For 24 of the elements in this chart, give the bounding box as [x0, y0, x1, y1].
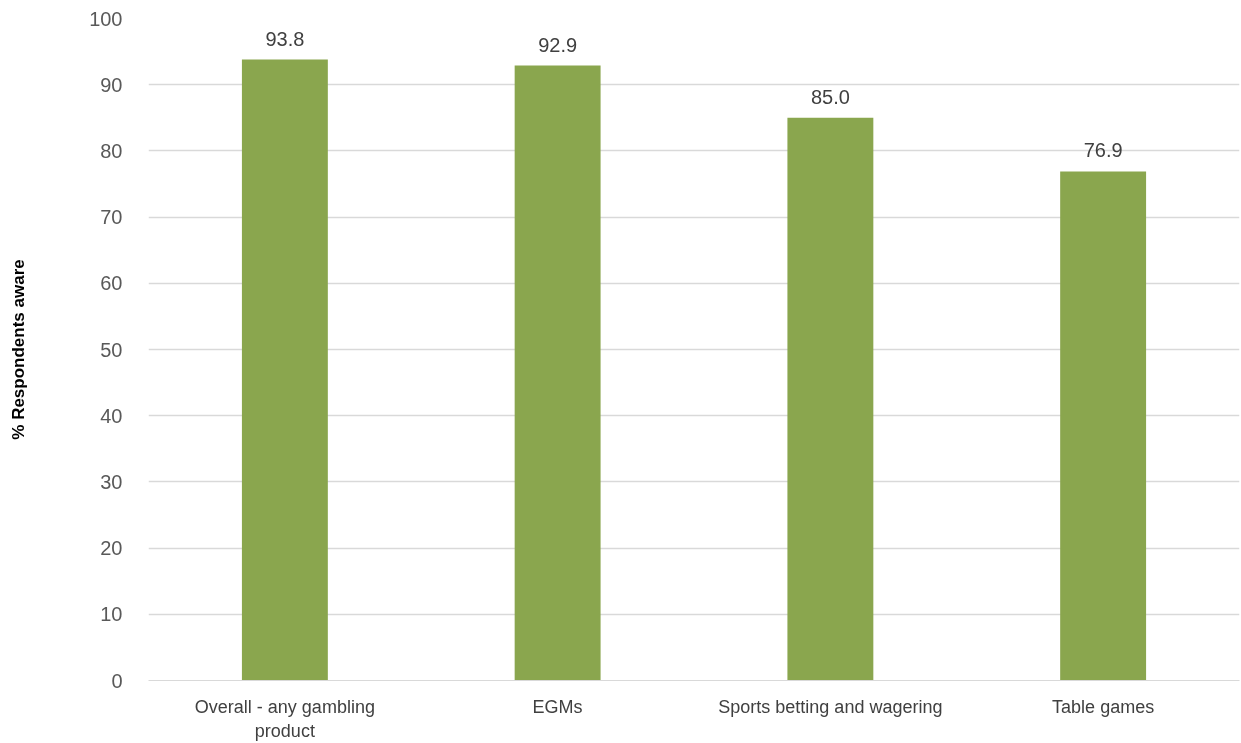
bar [514, 65, 601, 681]
y-tick-label: 80 [100, 139, 123, 162]
data-label: 85.0 [810, 85, 850, 108]
y-tick-label: 10 [100, 603, 123, 626]
bar [787, 117, 874, 681]
x-tick-label: Sports betting and wagering [718, 696, 943, 717]
bar [1060, 171, 1147, 681]
y-tick-label: 60 [100, 272, 123, 295]
y-tick-label: 70 [100, 206, 123, 229]
y-tick-label: 50 [100, 338, 123, 361]
y-tick-label: 0 [111, 669, 123, 692]
data-label: 92.9 [538, 33, 578, 56]
x-tick-label: EGMs [532, 696, 583, 717]
y-tick-label: 20 [100, 537, 123, 560]
y-axis-title: % Respondents aware [9, 259, 29, 440]
data-label: 93.8 [265, 27, 305, 50]
bar [241, 59, 328, 681]
y-tick-label: 40 [100, 404, 123, 427]
x-tick-label: Overall - any gambling product [194, 696, 375, 741]
y-tick-label: 90 [100, 73, 123, 96]
y-tick-label: 100 [89, 7, 123, 30]
data-label: 76.9 [1083, 139, 1123, 162]
y-tick-label: 30 [100, 470, 123, 493]
x-tick-label: Table games [1052, 696, 1155, 717]
